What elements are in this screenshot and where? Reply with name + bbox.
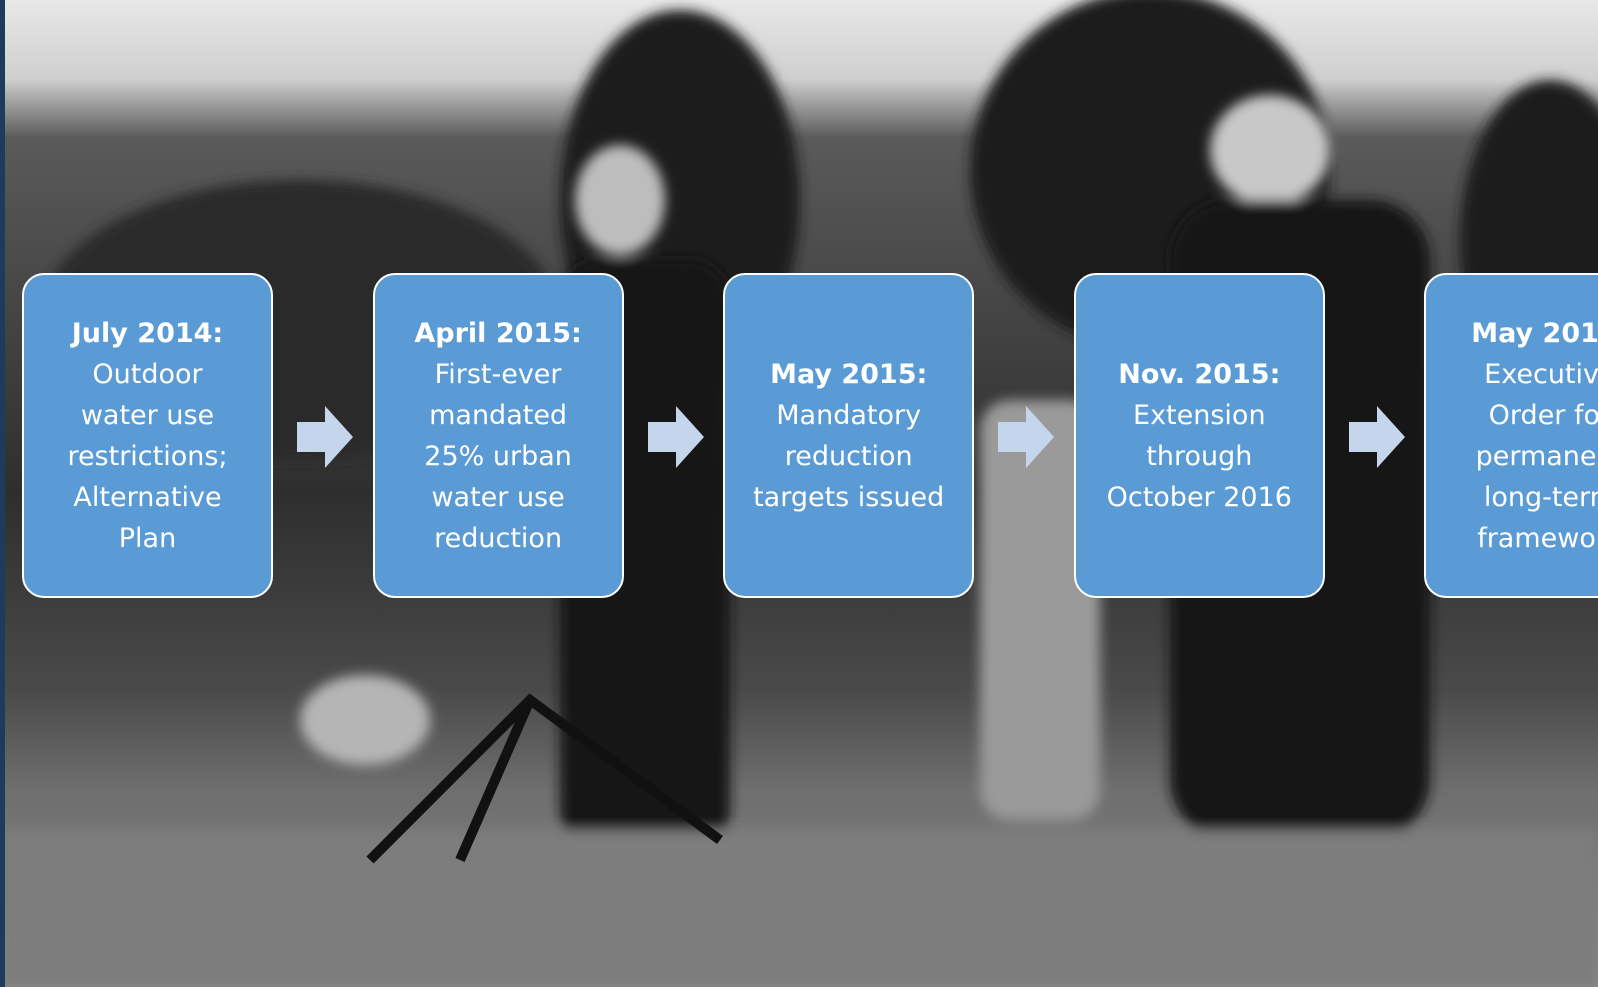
slide: July 2014:Outdoorwater userestrictions;A… — [0, 0, 1598, 987]
arrow — [1349, 406, 1405, 468]
event-date: Nov. 2015: — [1118, 354, 1280, 395]
event-text: mandated — [429, 395, 567, 436]
event-text: 25% urban — [424, 436, 572, 477]
event-text: Executive — [1484, 354, 1598, 395]
event-text: Plan — [119, 518, 176, 559]
arrow — [648, 406, 704, 468]
event-date: May 2016: — [1471, 313, 1598, 354]
event-text: reduction — [434, 518, 562, 559]
arrow — [998, 406, 1054, 468]
event-text: long-term — [1484, 477, 1598, 518]
event-text: Extension — [1133, 395, 1266, 436]
event-text: October 2016 — [1107, 477, 1292, 518]
event-text: Alternative — [73, 477, 221, 518]
event-text: water use — [431, 477, 564, 518]
event-date: May 2015: — [770, 354, 927, 395]
event-text: restrictions; — [67, 436, 227, 477]
event-text: targets issued — [753, 477, 944, 518]
arrow — [297, 406, 353, 468]
event-date: April 2015: — [414, 313, 581, 354]
event-text: Order for — [1489, 395, 1598, 436]
event-text: Mandatory — [776, 395, 921, 436]
event-text: Outdoor — [92, 354, 202, 395]
event-text: water use — [81, 395, 214, 436]
timeline-box: May 2016:ExecutiveOrder forpermanentlong… — [1424, 273, 1598, 598]
event-text: reduction — [785, 436, 913, 477]
event-text: permanent — [1476, 436, 1598, 477]
event-text: through — [1146, 436, 1252, 477]
event-text: framework — [1477, 518, 1598, 559]
event-text: First-ever — [435, 354, 562, 395]
event-date: July 2014: — [72, 313, 223, 354]
